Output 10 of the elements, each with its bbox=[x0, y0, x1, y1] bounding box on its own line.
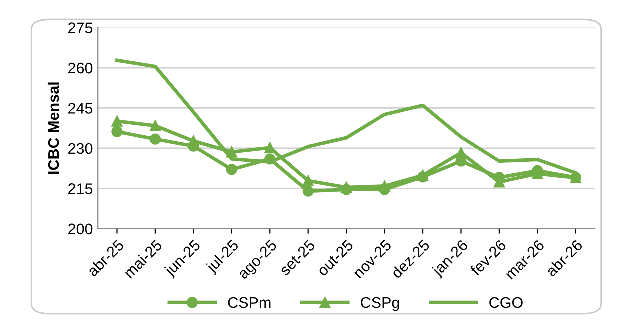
y-tick-label: 260 bbox=[68, 62, 93, 74]
y-tick-label: 245 bbox=[68, 103, 93, 114]
legend-label: CSPm bbox=[228, 297, 271, 308]
y-tick-label: 215 bbox=[68, 184, 93, 194]
y-tick-label: 200 bbox=[68, 224, 93, 235]
legend-label: CSPg bbox=[361, 297, 400, 312]
y-tick-label: 230 bbox=[68, 143, 93, 154]
legend-label: CGO bbox=[490, 297, 523, 308]
y-axis-title: ICBC Mensal bbox=[48, 82, 60, 174]
y-tick-label: 275 bbox=[68, 22, 93, 34]
